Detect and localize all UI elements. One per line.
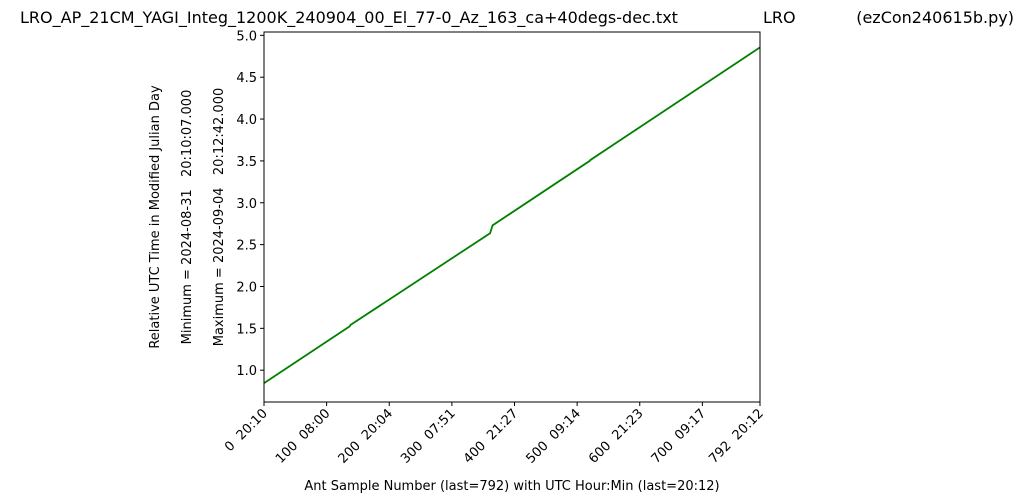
data-line: [263, 46, 761, 384]
y-tick-label: 2.5: [236, 239, 257, 254]
y-tick-label: 2.0: [236, 280, 257, 295]
x-tick-label: 200 20:04: [336, 406, 396, 466]
y-max-label: Maximum = 2024-09-04 20:12:42.000: [212, 88, 227, 347]
x-tick-label: 0 20:10: [222, 406, 271, 455]
y-tick-label: 5.0: [236, 29, 257, 44]
y-tick-label: 4.0: [236, 113, 257, 128]
x-tick-label: 500 09:14: [523, 406, 583, 466]
x-tick-label: 792 20:12: [706, 406, 766, 466]
chart-subtitle: LRO: [763, 8, 796, 27]
plot-frame: [263, 31, 761, 403]
y-tick-label: 3.0: [236, 197, 257, 212]
source-label: (ezCon240615b.py): [856, 8, 1014, 27]
x-tick-label: 400 21:27: [461, 406, 521, 466]
y-tick-label: 1.5: [236, 322, 257, 337]
y-min-label: Minimum = 2024-08-31 20:10:07.000: [180, 90, 195, 345]
x-tick-label: 600 21:23: [586, 406, 646, 466]
y-tick-label: 4.5: [236, 71, 257, 86]
x-tick-label: 300 07:51: [398, 406, 458, 466]
x-tick-label: 700 09:17: [649, 406, 709, 466]
x-tick-label: 100 08:00: [273, 406, 333, 466]
x-axis-label: Ant Sample Number (last=792) with UTC Ho…: [304, 479, 719, 494]
chart-title: LRO_AP_21CM_YAGI_Integ_1200K_240904_00_E…: [20, 8, 678, 28]
y-axis-label: Relative UTC Time in Modified Julian Day: [148, 85, 163, 349]
y-tick-label: 3.5: [236, 155, 257, 170]
y-tick-label: 1.0: [236, 364, 257, 379]
